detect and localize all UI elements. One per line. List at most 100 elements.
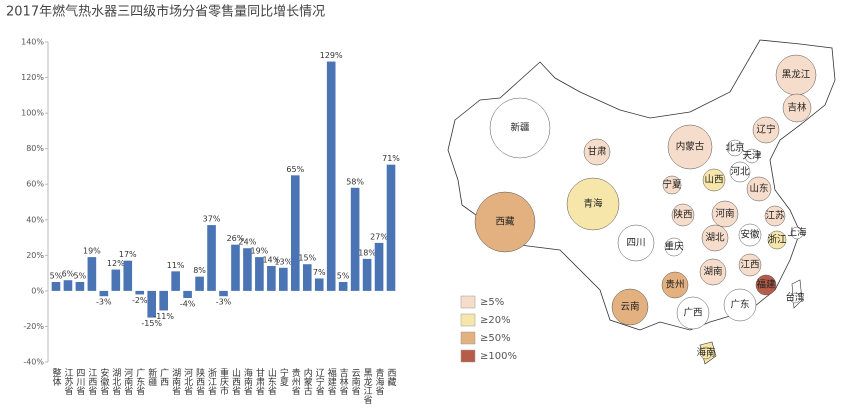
- x-tick-label: 整体: [50, 367, 61, 387]
- province-label: 上海: [787, 227, 807, 239]
- bar: [362, 258, 372, 291]
- legend-swatch: [460, 349, 476, 363]
- bar: [111, 269, 121, 291]
- x-tick-label: 吉林省: [338, 368, 349, 396]
- y-tick-label: -20%: [23, 322, 44, 331]
- y-tick-label: 20%: [26, 251, 44, 260]
- x-tick-label: 宁夏: [278, 367, 289, 386]
- legend-swatch: [460, 313, 476, 327]
- value-label: 65%: [286, 165, 304, 174]
- y-tick-label: 140%: [21, 38, 44, 47]
- province-label: 陕西: [673, 209, 692, 221]
- province: [701, 224, 729, 252]
- province: [617, 224, 655, 262]
- bar: [279, 267, 288, 291]
- x-tick-label: 陕西省: [194, 367, 205, 396]
- value-label: 6%: [62, 270, 75, 279]
- province: [711, 200, 739, 228]
- legend-label: ≥50%: [480, 333, 511, 344]
- province-label: 海南: [696, 347, 715, 359]
- province: [566, 177, 620, 231]
- province: [676, 296, 710, 330]
- province-label: 安徽: [740, 229, 760, 241]
- province: [583, 138, 611, 166]
- bar: [147, 290, 157, 318]
- y-tick-label: 120%: [21, 73, 44, 82]
- province: [723, 288, 757, 322]
- province-label: 江西: [740, 260, 759, 271]
- legend-label: ≥5%: [480, 297, 504, 308]
- province-label: 西藏: [495, 216, 515, 228]
- bar: [135, 290, 145, 295]
- bar: [243, 248, 252, 291]
- province-label: 重庆: [664, 241, 684, 253]
- value-label: 27%: [370, 232, 388, 241]
- legend-label: ≥20%: [480, 315, 511, 326]
- x-tick-label: 广东省: [134, 367, 145, 396]
- x-tick-label: 广西: [158, 367, 169, 387]
- legend-swatch: [460, 295, 476, 309]
- value-label: 71%: [382, 154, 400, 163]
- y-tick-label: 0%: [31, 286, 44, 295]
- province-label: 天津: [742, 151, 762, 162]
- province-label: 黑龙江: [782, 69, 811, 81]
- province: [789, 292, 801, 304]
- province-label: 湖南: [703, 266, 722, 278]
- chart-title: 2017年燃气热水器三四级市场分省零售量同比增长情况: [6, 4, 325, 20]
- x-tick-label: 河南省: [122, 367, 133, 396]
- province-label: 内蒙古: [676, 141, 705, 153]
- province: [738, 223, 762, 247]
- province-label: 甘肃: [587, 146, 606, 158]
- value-label: 58%: [346, 177, 364, 186]
- value-label: 26%: [227, 234, 245, 243]
- bar: [63, 280, 73, 291]
- bar: [314, 278, 324, 291]
- bar: [171, 271, 180, 291]
- bar: [350, 187, 360, 291]
- bar: [159, 290, 168, 311]
- value-label: 19%: [251, 247, 269, 256]
- value-label: 5%: [74, 272, 87, 281]
- y-tick-label: 40%: [26, 215, 44, 224]
- value-label: 11%: [167, 261, 185, 270]
- province-label: 广东: [730, 299, 749, 311]
- province: [662, 175, 682, 195]
- value-label: -4%: [180, 300, 196, 309]
- bar: [183, 290, 192, 298]
- value-label: -11%: [153, 312, 174, 321]
- bar: [290, 175, 300, 291]
- bar: [231, 244, 240, 291]
- china-outline: [447, 39, 836, 331]
- x-tick-label: 甘肃省: [254, 367, 265, 396]
- x-tick-label: 西藏: [386, 368, 397, 387]
- province: [671, 203, 695, 227]
- province: [729, 161, 751, 183]
- province: [611, 288, 649, 326]
- value-label: 15%: [298, 254, 316, 263]
- province-label: 浙江: [767, 234, 787, 246]
- value-label: -3%: [96, 298, 112, 307]
- bar: [99, 290, 109, 297]
- bar: [75, 282, 85, 291]
- province: [746, 176, 772, 202]
- bar: [219, 290, 228, 297]
- province: [752, 116, 780, 144]
- province: [699, 258, 727, 286]
- x-tick-label: 江苏省: [62, 368, 73, 396]
- x-tick-label: 重庆市: [218, 367, 229, 396]
- bar: [51, 282, 61, 291]
- legend-swatch: [460, 331, 476, 345]
- province-label: 湖北: [705, 233, 725, 244]
- province: [764, 205, 786, 227]
- value-label: -15%: [141, 319, 162, 328]
- x-tick-label: 山西省: [230, 368, 241, 396]
- y-tick-label: -40%: [23, 358, 44, 367]
- y-tick-label: 80%: [26, 144, 44, 153]
- x-tick-label: 安徽省: [98, 367, 109, 396]
- province: [726, 139, 744, 157]
- province-label: 云南: [620, 301, 639, 313]
- bar: [195, 276, 204, 291]
- bar: [338, 282, 348, 291]
- value-label: 129%: [320, 51, 343, 60]
